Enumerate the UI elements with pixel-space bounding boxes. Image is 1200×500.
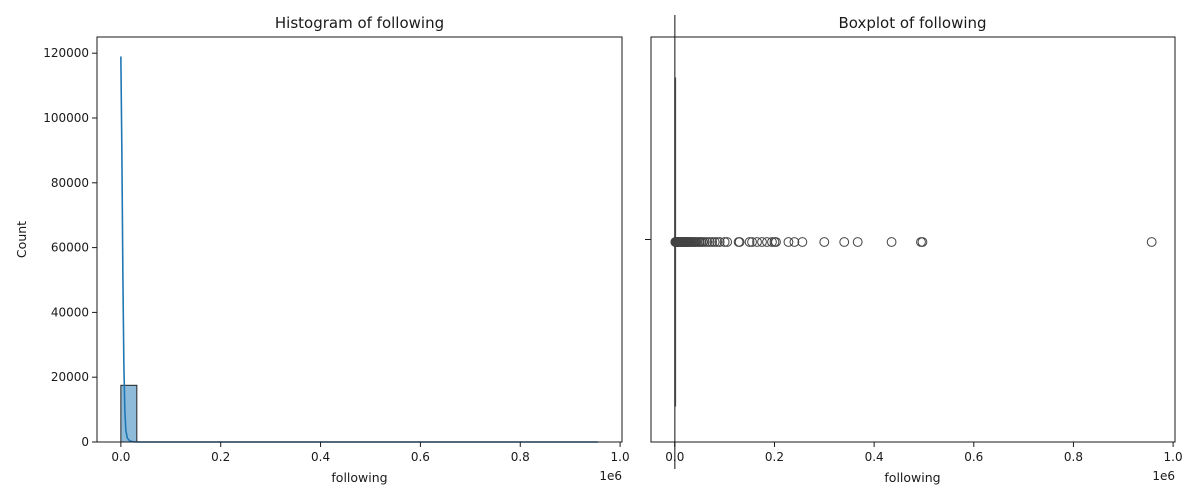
boxplot-outlier [752, 237, 762, 247]
boxplot-title: Boxplot of following [838, 14, 986, 32]
boxplot-outlier [747, 237, 757, 247]
histogram-plot-area [120, 56, 599, 443]
boxplot-outlier [839, 237, 850, 247]
boxplot-outlier [797, 237, 808, 247]
boxplot-outlier [767, 237, 777, 247]
histogram-y-tick-label: 100000 [43, 111, 89, 125]
histogram-panel: Histogram of following 0.0 0.2 0.4 0.6 0.8 1.… [14, 14, 630, 485]
boxplot-x-tick-label: 0.8 [1064, 450, 1083, 464]
histogram-y-axis: 0 20000 40000 60000 80000 100000 120000 [43, 46, 97, 449]
boxplot-x-axis: 0.0 0.2 0.4 0.6 0.8 1.0 [665, 442, 1183, 464]
histogram-y-label: Count [14, 221, 29, 258]
boxplot-outlier [719, 237, 730, 247]
histogram-x-tick-label: 0.0 [111, 450, 130, 464]
histogram-y-tick-label: 20000 [51, 370, 89, 384]
histogram-x-tick-label: 0.2 [211, 450, 230, 464]
histogram-x-axis: 0.0 0.2 0.4 0.6 0.8 1.0 [111, 442, 630, 464]
boxplot-outlier [699, 237, 710, 247]
histogram-y-tick-label: 0 [81, 435, 89, 449]
boxplot-outlier [704, 237, 715, 247]
histogram-y-tick-label: 40000 [51, 305, 89, 319]
boxplot-outlier [886, 237, 897, 247]
boxplot-x-tick-label: 0.2 [765, 450, 784, 464]
boxplot-outlier [771, 237, 781, 247]
boxplot-outlier [714, 237, 725, 247]
boxplot-outlier [1146, 237, 1157, 247]
histogram-x-tick-label: 0.4 [311, 450, 330, 464]
kde-line [120, 56, 599, 443]
boxplot-outlier [709, 237, 720, 247]
boxplot-outlier [917, 237, 928, 247]
histogram-y-tick-label: 120000 [43, 46, 89, 60]
histogram-frame [96, 36, 623, 443]
histogram-y-tick-label: 80000 [51, 176, 89, 190]
boxplot-plot-area [670, 15, 1157, 469]
boxplot-x-tick-label: 0.6 [964, 450, 983, 464]
boxplot-x-tick-label: 1.0 [1164, 450, 1183, 464]
boxplot-outlier [722, 237, 733, 247]
boxplot-outlier [819, 237, 830, 247]
histogram-x-tick-label: 0.6 [411, 450, 430, 464]
boxplot-outlier [852, 237, 863, 247]
boxplot-outlier [757, 237, 767, 247]
histogram-x-offset-label: 1e6 [599, 469, 622, 483]
histogram-bar [120, 384, 138, 443]
boxplot-outlier [734, 237, 745, 247]
boxplot-outlier [707, 237, 718, 247]
boxplot-outlier [783, 237, 794, 247]
boxplot-outlier [702, 237, 713, 247]
histogram-x-tick-label: 1.0 [611, 450, 630, 464]
boxplot-outlier [712, 237, 723, 247]
boxplot-outlier [789, 237, 800, 247]
boxplot-x-offset-label: 1e6 [1152, 469, 1175, 483]
histogram-title: Histogram of following [275, 14, 444, 32]
histogram-y-tick-label: 60000 [51, 241, 89, 255]
boxplot-panel: Boxplot of following 0.0 0.2 0.4 0.6 0.8 1.0 … [645, 14, 1183, 485]
histogram-x-tick-label: 0.8 [511, 450, 530, 464]
boxplot-frame [650, 36, 1176, 443]
boxplot-x-label: following [884, 470, 940, 485]
boxplot-outlier [744, 237, 755, 247]
boxplot-x-tick-label: 0.4 [865, 450, 884, 464]
boxplot-x-tick-label: 0.0 [665, 450, 684, 464]
histogram-x-label: following [331, 470, 387, 485]
